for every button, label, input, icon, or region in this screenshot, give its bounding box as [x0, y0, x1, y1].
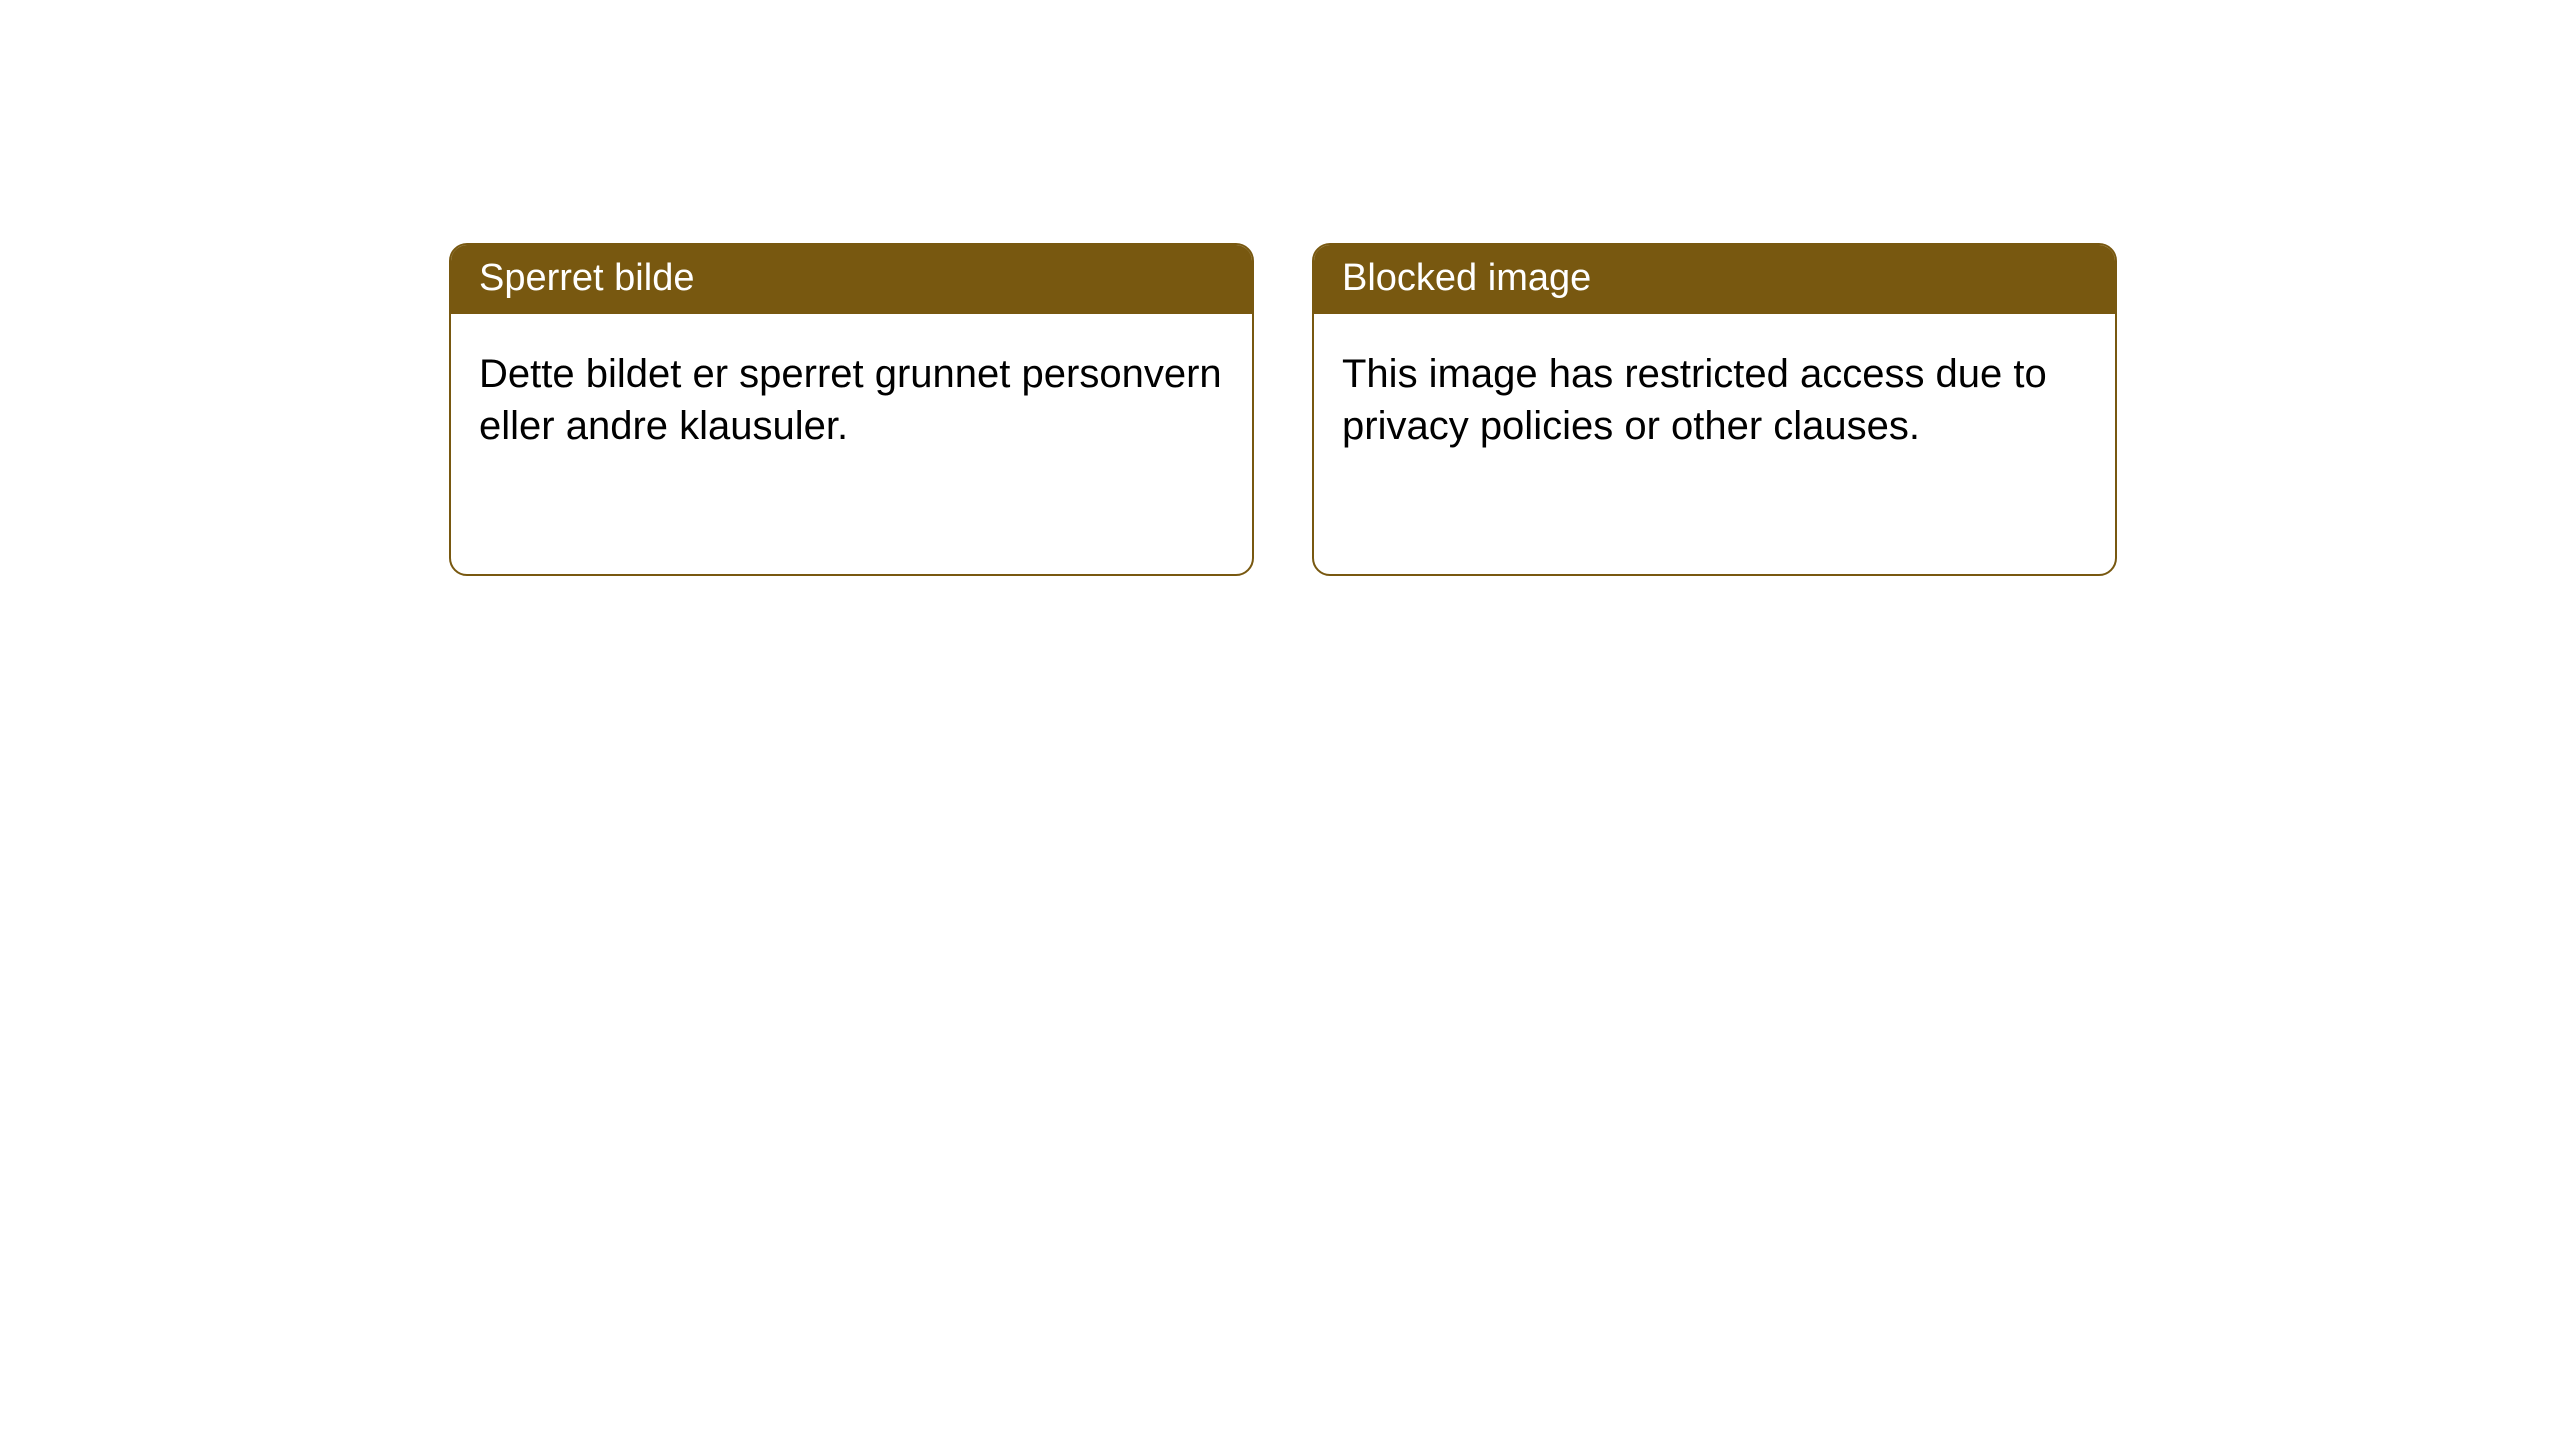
notice-cards-container: Sperret bilde Dette bildet er sperret gr… [0, 0, 2560, 576]
card-body-text: This image has restricted access due to … [1342, 352, 2047, 448]
card-body: This image has restricted access due to … [1314, 314, 2115, 480]
notice-card-norwegian: Sperret bilde Dette bildet er sperret gr… [449, 243, 1254, 576]
card-body: Dette bildet er sperret grunnet personve… [451, 314, 1252, 480]
notice-card-english: Blocked image This image has restricted … [1312, 243, 2117, 576]
card-title: Blocked image [1342, 257, 1591, 299]
card-body-text: Dette bildet er sperret grunnet personve… [479, 352, 1222, 448]
card-header: Sperret bilde [451, 245, 1252, 314]
card-title: Sperret bilde [479, 257, 694, 299]
card-header: Blocked image [1314, 245, 2115, 314]
